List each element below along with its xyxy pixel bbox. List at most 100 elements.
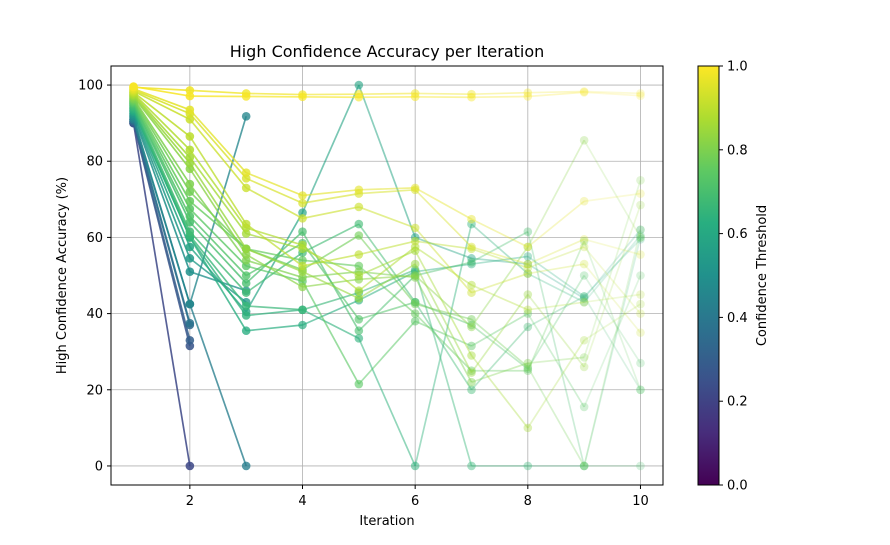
data-point — [410, 236, 420, 246]
y-tick-label: 0 — [95, 459, 103, 474]
series-segment — [527, 263, 585, 275]
data-point — [298, 282, 307, 292]
series-segment — [584, 90, 641, 95]
data-point — [298, 198, 307, 208]
series-segment — [245, 253, 303, 288]
series-segment — [246, 92, 303, 96]
series-segment — [133, 91, 191, 138]
series-segment — [583, 204, 642, 368]
series-segment — [132, 94, 191, 158]
data-point — [185, 91, 195, 101]
data-point — [467, 322, 476, 332]
data-point — [185, 187, 195, 196]
data-point — [579, 135, 589, 145]
data-point — [241, 461, 251, 471]
series-segment — [414, 223, 473, 467]
colorbar: 0.0 0.2 0.4 0.6 0.8 1.0 Confidence Threshold — [697, 60, 770, 494]
series-segment — [414, 301, 473, 391]
data-point — [636, 271, 645, 280]
series-segment — [470, 324, 529, 370]
data-point — [410, 183, 420, 193]
series-segment — [527, 294, 585, 368]
series-segment — [527, 90, 585, 94]
colorbar-tick-label: 0.8 — [727, 143, 748, 158]
series-segment — [133, 85, 190, 97]
series-segment — [471, 91, 528, 96]
series-segment — [583, 275, 642, 408]
series-segment — [246, 308, 303, 317]
series-segment — [245, 212, 304, 313]
data-point — [467, 219, 476, 229]
data-point — [241, 271, 251, 280]
x-tick-label: 10 — [632, 494, 649, 509]
series-segment — [470, 354, 529, 429]
series-segment — [358, 263, 416, 300]
series-segment — [583, 229, 642, 467]
series-segment — [189, 183, 247, 261]
series-segment — [583, 275, 642, 364]
series-segment — [584, 91, 641, 97]
series-segment — [132, 113, 191, 259]
data-point — [579, 461, 589, 471]
y-tick-label: 100 — [78, 79, 103, 94]
data-point — [354, 379, 364, 389]
data-point — [354, 219, 364, 229]
series-segment — [246, 324, 303, 332]
series-segment — [358, 92, 416, 96]
series-segment — [527, 246, 585, 269]
series-segment — [189, 208, 247, 267]
data-point — [579, 236, 589, 246]
series-segment — [132, 119, 191, 324]
series-segment — [302, 299, 360, 326]
series-segment — [302, 259, 359, 267]
data-point — [241, 244, 251, 254]
data-point — [410, 309, 420, 318]
y-tick-label: 20 — [86, 383, 103, 398]
data-point — [467, 257, 476, 267]
data-point — [636, 385, 645, 395]
data-point — [579, 271, 589, 280]
series-segment — [527, 356, 585, 364]
data-point — [467, 351, 476, 360]
series-segment — [245, 171, 303, 197]
series-segment — [189, 236, 247, 332]
data-point — [636, 225, 645, 235]
data-point — [467, 385, 476, 395]
data-point — [241, 219, 251, 229]
data-point — [579, 242, 589, 252]
series-segment — [414, 227, 473, 294]
data-point — [579, 297, 589, 307]
chart-title: High Confidence Accuracy per Iteration — [230, 42, 545, 61]
data-point — [523, 423, 533, 433]
data-point — [298, 240, 307, 250]
data-point — [241, 111, 251, 121]
data-point — [467, 461, 476, 471]
data-point — [523, 259, 533, 269]
series-segment — [358, 274, 416, 332]
data-point — [523, 269, 533, 278]
data-point — [636, 225, 645, 235]
series-segment — [133, 88, 191, 111]
series-segment — [133, 90, 191, 121]
data-point — [298, 92, 307, 102]
data-point — [636, 233, 645, 242]
series-segment — [189, 168, 247, 256]
series-segment — [245, 248, 303, 273]
series-segment — [132, 97, 191, 185]
series-threshold-0.76 — [129, 96, 645, 395]
data-point — [579, 292, 589, 301]
data-point — [410, 259, 420, 269]
data-point — [241, 183, 251, 193]
data-point — [410, 461, 420, 471]
data-point — [467, 244, 476, 254]
data-point — [579, 87, 589, 97]
series-segment — [527, 313, 585, 408]
data-point — [636, 91, 645, 101]
data-point — [298, 305, 307, 315]
series-segment — [414, 303, 472, 321]
series-segment — [471, 246, 529, 265]
series-segment — [583, 296, 642, 391]
data-point — [636, 231, 645, 240]
data-point — [579, 362, 589, 372]
